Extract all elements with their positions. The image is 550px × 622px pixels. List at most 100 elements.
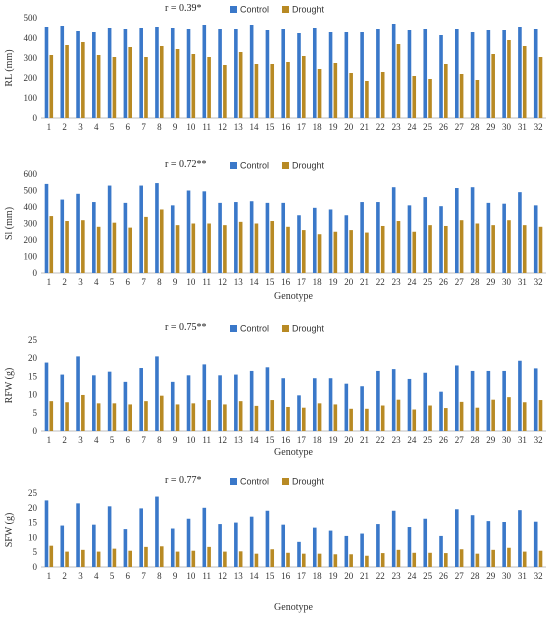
x-tick-label: 9 [173, 122, 178, 132]
bar-drought-13 [238, 401, 243, 431]
x-tick-label: 17 [297, 571, 307, 581]
bar-control-30 [502, 522, 506, 567]
bar-control-24 [407, 205, 412, 273]
bar-drought-9 [175, 49, 180, 118]
x-tick-label: 9 [173, 435, 178, 445]
y-tick-label: 25 [28, 335, 38, 345]
bar-drought-21 [365, 232, 369, 273]
x-tick-label: 24 [407, 122, 417, 132]
bar-drought-10 [191, 550, 196, 567]
bar-drought-20 [349, 554, 353, 567]
x-tick-label: 3 [78, 277, 83, 287]
bar-control-19 [328, 209, 333, 273]
y-tick-label: 15 [28, 371, 38, 381]
x-tick-label: 12 [218, 435, 227, 445]
y-tick-label: 0 [33, 268, 38, 278]
bar-drought-32 [538, 226, 543, 273]
bar-control-6 [123, 29, 128, 118]
bar-control-26 [439, 535, 443, 567]
bar-drought-19 [333, 404, 338, 431]
bar-drought-4 [96, 403, 101, 431]
bar-control-32 [533, 29, 538, 118]
x-tick-label: 16 [281, 435, 291, 445]
bar-drought-18 [317, 553, 322, 567]
x-tick-label: 22 [376, 122, 385, 132]
x-axis-label: Genotype [274, 447, 313, 458]
bar-control-26 [439, 391, 443, 431]
bar-drought-27 [459, 220, 464, 273]
bar-control-20 [344, 32, 349, 118]
bar-control-3 [76, 356, 80, 431]
bar-control-5 [107, 28, 112, 118]
bar-control-11 [202, 25, 207, 118]
x-tick-label: 21 [360, 435, 369, 445]
x-tick-label: 4 [94, 571, 99, 581]
x-tick-label: 10 [186, 277, 196, 287]
bar-control-27 [455, 29, 459, 118]
bar-drought-27 [459, 549, 464, 567]
x-tick-label: 9 [173, 571, 178, 581]
bar-drought-2 [65, 402, 69, 431]
legend-label-control: Control [240, 5, 269, 15]
bar-control-10 [186, 375, 191, 431]
x-tick-label: 18 [313, 122, 323, 132]
bar-drought-5 [112, 548, 117, 567]
bar-drought-26 [444, 553, 448, 567]
correlation-annotation: r = 0.77* [165, 475, 201, 486]
x-tick-label: 28 [470, 571, 480, 581]
x-tick-label: 3 [78, 435, 83, 445]
bar-drought-11 [207, 546, 211, 567]
bar-drought-32 [538, 400, 543, 431]
x-tick-label: 26 [439, 571, 449, 581]
bar-control-31 [518, 510, 522, 567]
bar-control-28 [470, 187, 475, 273]
bar-drought-25 [428, 552, 432, 567]
bar-drought-20 [349, 408, 353, 431]
bar-drought-16 [286, 226, 290, 273]
x-tick-label: 32 [534, 277, 543, 287]
y-tick-label: 15 [28, 518, 38, 528]
x-tick-label: 13 [234, 435, 244, 445]
bar-drought-17 [301, 407, 306, 431]
bar-drought-14 [254, 64, 259, 118]
bar-drought-9 [175, 225, 180, 273]
bar-drought-6 [128, 404, 132, 431]
x-tick-label: 4 [94, 435, 99, 445]
y-tick-label: 400 [24, 202, 38, 212]
bar-drought-3 [81, 220, 85, 273]
x-tick-label: 5 [110, 122, 115, 132]
x-tick-label: 17 [297, 277, 307, 287]
bar-control-25 [423, 29, 428, 118]
bar-control-6 [123, 202, 128, 273]
y-tick-label: 25 [28, 488, 38, 498]
x-tick-label: 25 [423, 277, 433, 287]
x-tick-label: 8 [157, 277, 162, 287]
bar-drought-17 [301, 230, 306, 273]
bar-drought-5 [112, 222, 117, 273]
bar-control-4 [92, 32, 96, 118]
x-tick-label: 1 [47, 435, 52, 445]
bar-drought-15 [270, 221, 275, 273]
bar-control-21 [360, 386, 364, 431]
bar-control-23 [391, 510, 396, 567]
bar-drought-29 [491, 225, 495, 273]
bar-control-27 [455, 365, 459, 431]
bar-control-3 [76, 31, 80, 118]
bar-drought-7 [144, 546, 148, 567]
x-tick-label: 8 [157, 571, 162, 581]
bar-control-31 [518, 360, 522, 431]
correlation-annotation: r = 0.75** [165, 322, 206, 333]
bar-control-27 [455, 509, 459, 567]
x-tick-label: 11 [202, 571, 211, 581]
bar-control-29 [486, 202, 491, 273]
bar-control-18 [312, 378, 317, 431]
y-tick-label: 10 [28, 532, 38, 542]
bar-control-29 [486, 30, 491, 118]
bar-drought-3 [81, 42, 85, 118]
bar-control-22 [376, 370, 380, 431]
bar-drought-24 [412, 76, 417, 118]
x-tick-label: 17 [297, 122, 307, 132]
x-tick-label: 3 [78, 122, 83, 132]
bar-drought-10 [191, 403, 196, 431]
